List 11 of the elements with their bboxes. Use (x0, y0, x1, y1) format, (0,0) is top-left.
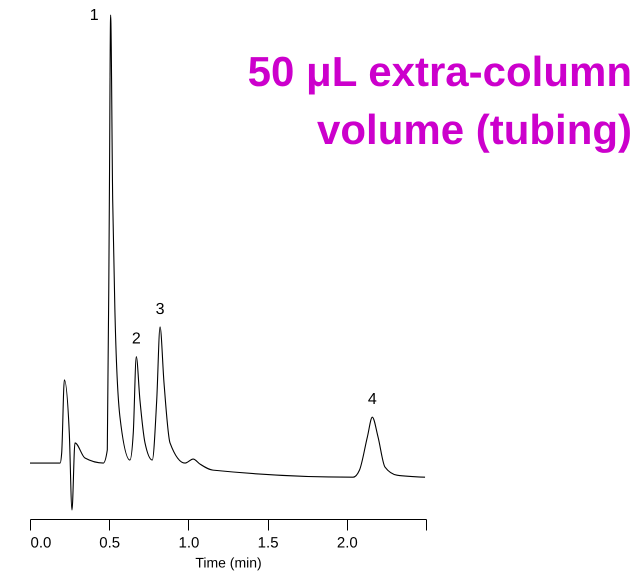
x-tick-label: 2.0 (336, 534, 358, 552)
text: 50 μL extra-column volume (tubing) (248, 48, 632, 153)
annotation: 4 (368, 391, 377, 408)
annotation: 1 (90, 7, 99, 24)
annotation: 3 (156, 300, 165, 318)
x-axis-title: Time (min) (195, 554, 262, 570)
x-tick-label: 1.0 (178, 534, 200, 552)
x-tick-label: 0.5 (99, 534, 120, 552)
x-tick-label: 1.5 (258, 534, 279, 552)
x-tick-label: 0.0 (30, 534, 52, 552)
annotation: 2 (132, 330, 141, 348)
